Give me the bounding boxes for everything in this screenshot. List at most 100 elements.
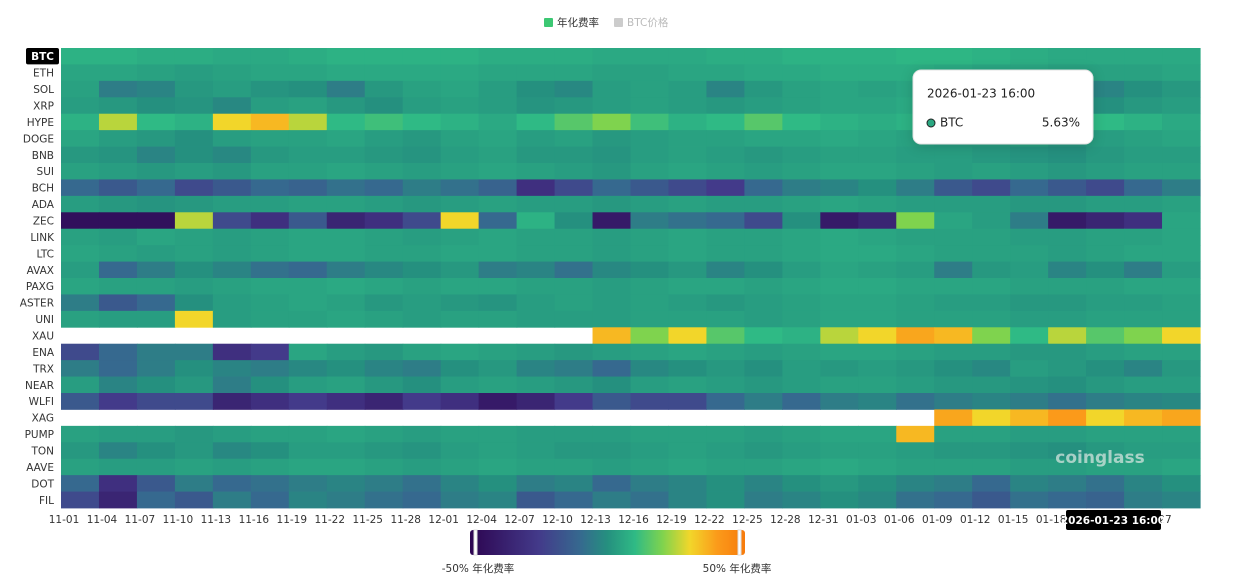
heat-cell bbox=[212, 442, 252, 460]
heat-cell bbox=[630, 278, 670, 295]
color-bar-handle[interactable] bbox=[737, 529, 742, 556]
heat-cell bbox=[1124, 491, 1163, 509]
heat-cell bbox=[98, 491, 138, 509]
heat-cell bbox=[1086, 409, 1125, 427]
heat-cell bbox=[98, 212, 138, 230]
heat-cell bbox=[896, 442, 935, 460]
heat-cell bbox=[858, 376, 897, 394]
heat-cell bbox=[1086, 64, 1125, 82]
heat-cell bbox=[972, 425, 1011, 443]
heat-cell bbox=[364, 48, 404, 65]
heat-cell bbox=[1048, 343, 1087, 361]
tooltip-dot bbox=[926, 118, 936, 128]
legend-label[interactable]: 年化费率 bbox=[557, 16, 599, 29]
heat-cell bbox=[934, 48, 973, 65]
heat-cell bbox=[288, 491, 328, 509]
heat-cell bbox=[554, 163, 594, 180]
heat-cell bbox=[630, 360, 670, 377]
heat-cell bbox=[744, 212, 783, 230]
heat-cell bbox=[706, 97, 745, 115]
heat-cell bbox=[782, 113, 821, 131]
heat-cell bbox=[782, 261, 821, 279]
row-label: PUMP bbox=[25, 429, 54, 441]
row-label: DOGE bbox=[23, 133, 54, 145]
heat-cell bbox=[402, 475, 442, 492]
heat-cell bbox=[1124, 146, 1163, 164]
heat-cell bbox=[250, 80, 290, 98]
heat-cell bbox=[1162, 458, 1201, 476]
heat-cell bbox=[136, 376, 176, 394]
heat-cell bbox=[212, 195, 252, 213]
heat-cell bbox=[212, 425, 252, 443]
heat-cell bbox=[250, 491, 290, 509]
heat-cell bbox=[516, 475, 556, 492]
row-label: AVAX bbox=[27, 265, 54, 277]
heat-cell bbox=[212, 179, 252, 197]
heat-cell bbox=[1162, 294, 1201, 312]
heat-cell bbox=[934, 212, 973, 230]
heat-cell bbox=[820, 278, 859, 295]
heat-cell bbox=[212, 491, 252, 509]
heat-cell bbox=[1162, 212, 1201, 230]
heat-cell bbox=[820, 163, 859, 180]
heat-cell bbox=[440, 310, 480, 328]
heat-cell bbox=[250, 458, 290, 476]
heat-cell bbox=[1048, 146, 1087, 164]
row-label: WLFI bbox=[29, 396, 54, 408]
heat-cell bbox=[554, 376, 594, 394]
heat-cell bbox=[858, 393, 897, 410]
heat-cell bbox=[858, 212, 897, 230]
x-tick-label: 12-10 bbox=[542, 514, 573, 526]
heat-cell bbox=[896, 458, 935, 476]
heat-cell bbox=[744, 179, 783, 197]
heat-cell bbox=[554, 343, 594, 361]
heat-cell bbox=[630, 48, 670, 65]
row-label: PAXG bbox=[26, 281, 54, 293]
legend-label[interactable]: BTC价格 bbox=[627, 16, 669, 29]
heat-cell bbox=[326, 343, 366, 361]
heat-cell bbox=[820, 245, 859, 262]
x-tick-label: 12-07 bbox=[504, 514, 535, 526]
heat-cell bbox=[98, 113, 138, 131]
heat-cell bbox=[136, 393, 176, 410]
heat-cell bbox=[1010, 278, 1049, 295]
heat-cell bbox=[592, 245, 632, 262]
heat-cell bbox=[212, 97, 252, 115]
heat-cell bbox=[706, 393, 745, 410]
heat-cell bbox=[212, 64, 252, 82]
heat-cell bbox=[250, 294, 290, 312]
heat-cell bbox=[896, 261, 935, 279]
color-bar-handle[interactable] bbox=[473, 529, 478, 556]
heat-cell bbox=[402, 48, 442, 65]
heat-cell bbox=[516, 442, 556, 460]
heat-cell bbox=[554, 195, 594, 213]
row-label: AAVE bbox=[26, 462, 54, 474]
heat-cell bbox=[1048, 310, 1087, 328]
heat-cell bbox=[858, 64, 897, 82]
x-tick-label: 12-22 bbox=[694, 514, 725, 526]
heat-cell bbox=[174, 310, 214, 328]
heat-cell bbox=[820, 179, 859, 197]
heat-cell bbox=[820, 195, 859, 213]
tooltip-value: 5.63% bbox=[1042, 116, 1080, 130]
legend-swatch[interactable] bbox=[544, 18, 553, 27]
heat-cell bbox=[440, 278, 480, 295]
heat-cell bbox=[61, 278, 100, 295]
crosshair-label: 2026-01-23 16:00 bbox=[1061, 515, 1165, 527]
heat-cell bbox=[250, 48, 290, 65]
heat-cell bbox=[402, 278, 442, 295]
heat-cell bbox=[1162, 376, 1201, 394]
heat-cell bbox=[630, 179, 670, 197]
heat-cell bbox=[1162, 327, 1201, 345]
legend-swatch[interactable] bbox=[614, 18, 623, 27]
heat-cell bbox=[250, 130, 290, 147]
heat-cell bbox=[1048, 261, 1087, 279]
heat-cell bbox=[630, 80, 670, 98]
heat-cell bbox=[554, 64, 594, 82]
heat-cell bbox=[706, 278, 745, 295]
heat-cell bbox=[782, 425, 821, 443]
heat-cell bbox=[1010, 475, 1049, 492]
row-label: BTC bbox=[31, 51, 54, 63]
heat-cell bbox=[706, 458, 745, 476]
heat-cell bbox=[1010, 343, 1049, 361]
